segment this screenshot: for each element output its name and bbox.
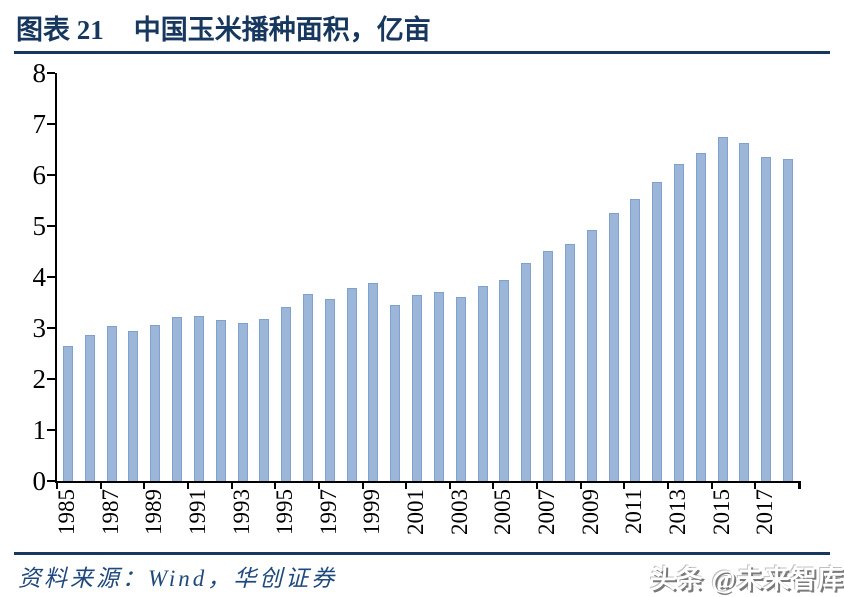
bar-2008 <box>564 243 575 481</box>
x-axis-label: 1985 <box>53 489 79 535</box>
bar-2015 <box>717 136 728 481</box>
y-axis-tick <box>47 174 55 176</box>
bar-1999 <box>368 282 379 481</box>
bar-2003 <box>455 296 466 481</box>
bar-1988 <box>128 330 139 481</box>
data-source-note: 资料来源：Wind，华创证券 <box>18 566 338 591</box>
title-underline <box>14 51 830 54</box>
x-axis-label: 2015 <box>708 489 734 535</box>
bar-2010 <box>608 213 619 481</box>
bar-1997 <box>324 298 335 481</box>
x-axis-tick <box>536 481 539 489</box>
x-axis-label: 1997 <box>315 489 341 535</box>
x-axis-tick <box>230 481 233 489</box>
bar-1993 <box>237 322 248 481</box>
x-axis-label: 2003 <box>446 489 472 535</box>
y-axis-label: 5 <box>32 211 47 241</box>
bar-1986 <box>84 334 95 481</box>
y-axis-label: 0 <box>32 466 47 496</box>
chart-title: 中国玉米播种面积，亿亩 <box>133 15 431 45</box>
watermark-text: 头条 @未来智库 <box>650 565 844 594</box>
bar-1985 <box>62 345 73 481</box>
y-axis-label: 2 <box>32 364 47 394</box>
bar-1992 <box>215 319 226 481</box>
y-axis-line <box>55 73 57 483</box>
x-axis-tick <box>623 481 626 489</box>
y-axis-label: 3 <box>32 313 47 343</box>
x-axis-label: 2013 <box>664 489 690 535</box>
bar-1987 <box>106 326 117 481</box>
x-axis-tick <box>710 481 713 489</box>
bar-1990 <box>172 317 183 481</box>
bar-1991 <box>193 315 204 481</box>
bar-1995 <box>281 306 292 481</box>
x-axis-tick <box>492 481 495 489</box>
y-axis-tick <box>47 378 55 380</box>
y-axis-tick <box>47 72 55 74</box>
bar-1989 <box>150 325 161 481</box>
x-axis-tick <box>317 481 320 489</box>
y-axis-tick <box>47 225 55 227</box>
y-axis-label: 1 <box>32 415 47 445</box>
x-axis-label: 2007 <box>534 489 560 535</box>
y-axis-label: 4 <box>32 262 47 292</box>
x-axis-tick <box>143 481 146 489</box>
x-axis-tick <box>361 481 364 489</box>
bar-2011 <box>630 199 641 481</box>
x-axis-label: 1995 <box>272 489 298 535</box>
x-axis-tick <box>754 481 757 489</box>
x-axis-tick <box>99 481 102 489</box>
x-axis-label: 1987 <box>97 489 123 535</box>
x-axis-tick <box>579 481 582 489</box>
x-axis-label: 1999 <box>359 489 385 535</box>
x-axis-label: 2017 <box>752 489 778 535</box>
y-axis-label: 7 <box>32 109 47 139</box>
bar-2014 <box>695 152 706 481</box>
bar-2017 <box>761 156 772 481</box>
x-axis-label: 2001 <box>403 489 429 535</box>
bar-2009 <box>586 230 597 481</box>
bar-2002 <box>433 292 444 481</box>
x-axis-label: 1989 <box>141 489 167 535</box>
bar-2016 <box>739 142 750 481</box>
x-axis-tick <box>798 481 800 489</box>
bar-2018 <box>783 158 794 481</box>
bar-2001 <box>412 295 423 481</box>
bar-2012 <box>652 181 663 481</box>
bar-1994 <box>259 319 270 481</box>
x-axis-tick <box>274 481 277 489</box>
bar-2007 <box>543 250 554 481</box>
x-axis-tick <box>667 481 670 489</box>
y-axis-tick <box>47 276 55 278</box>
bar-2000 <box>390 304 401 481</box>
y-axis-tick <box>47 123 55 125</box>
y-axis-tick <box>47 327 55 329</box>
y-axis-label: 6 <box>32 160 47 190</box>
bar-1998 <box>346 287 357 481</box>
x-axis-end-tick <box>799 481 801 489</box>
x-axis-tick <box>448 481 451 489</box>
x-axis-tick <box>56 481 58 489</box>
x-axis-label: 1993 <box>228 489 254 535</box>
figure-label: 图表 21 <box>16 15 104 45</box>
x-axis-tick <box>186 481 189 489</box>
chart-caption: 图表 21 中国玉米播种面积，亿亩 <box>16 8 431 47</box>
x-axis-label: 2005 <box>490 489 516 535</box>
y-axis-label: 8 <box>32 58 47 88</box>
bar-1996 <box>302 293 313 481</box>
x-axis-tick <box>405 481 408 489</box>
x-axis-label: 1991 <box>184 489 210 535</box>
bar-2006 <box>521 263 532 481</box>
x-axis-label: 2011 <box>621 489 647 535</box>
bar-2004 <box>477 286 488 481</box>
footer-divider <box>14 552 830 555</box>
y-axis-tick <box>47 429 55 431</box>
x-axis-line <box>55 481 801 483</box>
bar-2005 <box>499 279 510 481</box>
y-axis-tick <box>47 480 55 482</box>
x-axis-label: 2009 <box>577 489 603 535</box>
bar-2013 <box>673 164 684 481</box>
